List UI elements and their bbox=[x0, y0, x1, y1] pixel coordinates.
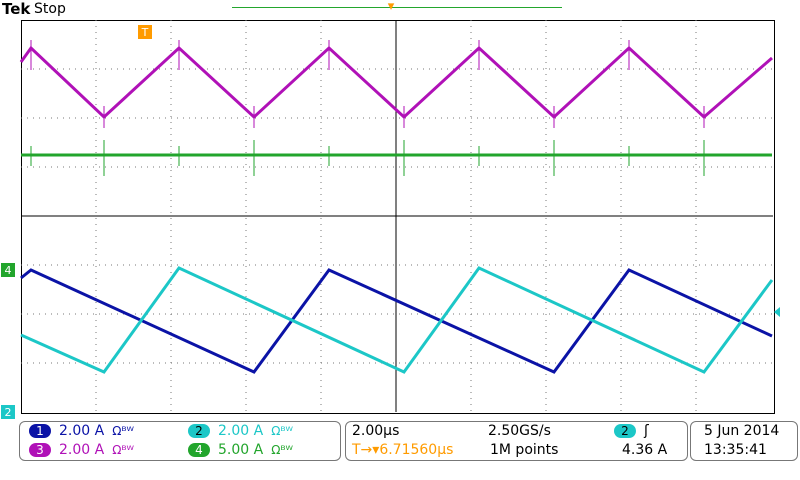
horizontal-position[interactable]: T→▾6.71560µs bbox=[352, 441, 453, 459]
channel-3-badge: 3 bbox=[29, 443, 51, 457]
trigger-slope-icon: ʃ bbox=[644, 423, 649, 439]
time-value: 13:35:41 bbox=[704, 442, 767, 458]
horizontal-position-value: 6.71560µs bbox=[379, 442, 454, 458]
channel-4-settings[interactable]: 4 5.00 A Ωᴮᵂ bbox=[188, 441, 293, 459]
trigger-position-bar bbox=[232, 7, 562, 8]
waveform-display[interactable] bbox=[21, 20, 775, 414]
channel-settings-box bbox=[19, 421, 341, 461]
channel-2-coupling: Ωᴮᵂ bbox=[271, 424, 294, 438]
ch3-waveform bbox=[19, 45, 773, 120]
channel-4-badge: 4 bbox=[188, 443, 210, 457]
datetime-box bbox=[690, 421, 798, 461]
acquisition-box bbox=[345, 421, 688, 461]
channel-1-scale: 2.00 A bbox=[59, 423, 105, 439]
channel-4-coupling: Ωᴮᵂ bbox=[271, 443, 294, 457]
channel-4-scale: 5.00 A bbox=[218, 442, 264, 458]
trigger-time-label: T bbox=[141, 26, 149, 39]
ch2-ground-marker[interactable]: 2 bbox=[1, 405, 15, 419]
channel-1-settings[interactable]: 1 2.00 A Ωᴮᵂ bbox=[29, 422, 134, 440]
ch4-spikes bbox=[30, 140, 705, 176]
trigger-source-badge: 2 bbox=[614, 424, 636, 438]
trigger-position-prefix: T→▾ bbox=[352, 442, 380, 458]
top-status-bar: Tek Stop ▾ bbox=[0, 0, 800, 20]
trigger-level-marker[interactable] bbox=[774, 307, 780, 317]
ch2-waveform bbox=[20, 266, 774, 374]
ch2-ground-label: 2 bbox=[5, 406, 12, 419]
trigger-level-value: 4.36 A bbox=[622, 442, 668, 458]
center-axes bbox=[21, 20, 773, 412]
info-panel: 1 2.00 A Ωᴮᵂ 2 2.00 A Ωᴮᵂ 3 2.00 A Ωᴮᵂ 4 5.00 A… bbox=[0, 418, 800, 480]
channel-2-scale: 2.00 A bbox=[218, 423, 264, 439]
sample-rate-value: 2.50GS/s bbox=[488, 423, 551, 439]
channel-1-coupling: Ωᴮᵂ bbox=[112, 424, 135, 438]
ch4-ground-marker[interactable]: 4 bbox=[1, 263, 15, 277]
ch1-waveform bbox=[20, 268, 773, 374]
channel-3-settings[interactable]: 3 2.00 A Ωᴮᵂ bbox=[29, 441, 134, 459]
brand-logo: Tek bbox=[2, 0, 31, 18]
trigger-position-icon[interactable]: ▾ bbox=[387, 0, 395, 14]
channel-2-settings[interactable]: 2 2.00 A Ωᴮᵂ bbox=[188, 422, 293, 440]
ch4-ground-label: 4 bbox=[5, 264, 12, 277]
timebase-value[interactable]: 2.00µs bbox=[352, 423, 400, 439]
channel-1-badge: 1 bbox=[29, 424, 51, 438]
channel-2-badge: 2 bbox=[188, 424, 210, 438]
channel-3-coupling: Ωᴮᵂ bbox=[112, 443, 135, 457]
channel-3-scale: 2.00 A bbox=[59, 442, 105, 458]
date-value: 5 Jun 2014 bbox=[704, 423, 780, 439]
ch3-spikes bbox=[30, 40, 705, 128]
acquisition-status: Stop bbox=[34, 1, 66, 17]
trigger-time-marker[interactable]: T bbox=[138, 25, 152, 39]
record-length-value: 1M points bbox=[490, 442, 559, 458]
